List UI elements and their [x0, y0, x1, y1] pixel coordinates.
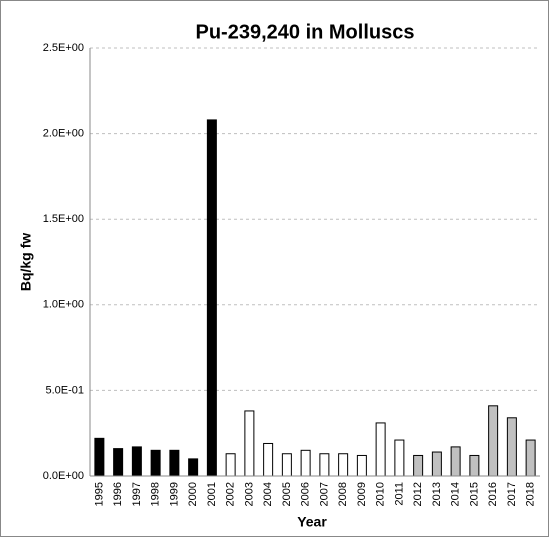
bar [319, 453, 330, 477]
x-tick-label: 2009 [356, 482, 368, 506]
bar [263, 442, 274, 477]
bar [413, 454, 424, 477]
x-tick-label: 1999 [168, 482, 180, 506]
x-axis-label: Year [297, 514, 327, 530]
x-tick-label: 2011 [393, 482, 405, 506]
y-tick-label: 2.5E+00 [43, 42, 84, 54]
bar [506, 417, 517, 477]
x-tick-label: 1998 [150, 482, 162, 506]
bar [131, 446, 142, 477]
chart-title: Pu-239,240 in Molluscs [196, 21, 415, 43]
bar [188, 458, 199, 477]
bar [375, 422, 386, 477]
bar [94, 437, 105, 477]
x-tick-label: 2014 [450, 482, 462, 506]
x-tick-label: 2000 [187, 482, 199, 506]
x-tick-label: 2003 [243, 482, 255, 506]
y-tick-label: 2.0E+00 [43, 128, 84, 140]
bar [488, 405, 499, 477]
y-tick-label: 1.5E+00 [43, 213, 84, 225]
x-tick-label: 2013 [431, 482, 443, 506]
x-tick-label: 1996 [112, 482, 124, 506]
x-tick-label: 2001 [206, 482, 218, 506]
y-axis-label: Bq/kg fw [18, 233, 34, 291]
x-tick-label: 2010 [375, 482, 387, 506]
bar [431, 451, 442, 477]
y-tick-label: 0.0E+00 [43, 470, 84, 482]
bar [338, 453, 349, 477]
x-tick-label: 2018 [525, 482, 537, 506]
bar [394, 439, 405, 477]
bar [225, 453, 236, 477]
x-tick-label: 2017 [506, 482, 518, 506]
bar [113, 448, 124, 477]
x-tick-label: 2012 [412, 482, 424, 506]
x-tick-label: 2002 [225, 482, 237, 506]
y-tick-label: 1.0E+00 [43, 299, 84, 311]
bar [469, 454, 480, 477]
x-tick-label: 2007 [318, 482, 330, 506]
x-tick-label: 2015 [468, 482, 480, 506]
x-tick-label: 2008 [337, 482, 349, 506]
bar [150, 449, 161, 477]
bar [169, 449, 180, 477]
bar [300, 449, 311, 477]
x-tick-label: 2005 [281, 482, 293, 506]
y-tick-label: 5.0E-01 [45, 384, 84, 396]
x-tick-label: 2006 [300, 482, 312, 506]
x-tick-label: 2016 [487, 482, 499, 506]
bar [356, 454, 367, 477]
bar [281, 453, 292, 477]
bar [525, 439, 536, 477]
bar [450, 446, 461, 477]
bar [244, 410, 255, 477]
bar [206, 119, 217, 477]
x-tick-label: 1995 [93, 482, 105, 506]
x-tick-label: 1997 [131, 482, 143, 506]
x-tick-label: 2004 [262, 482, 274, 506]
